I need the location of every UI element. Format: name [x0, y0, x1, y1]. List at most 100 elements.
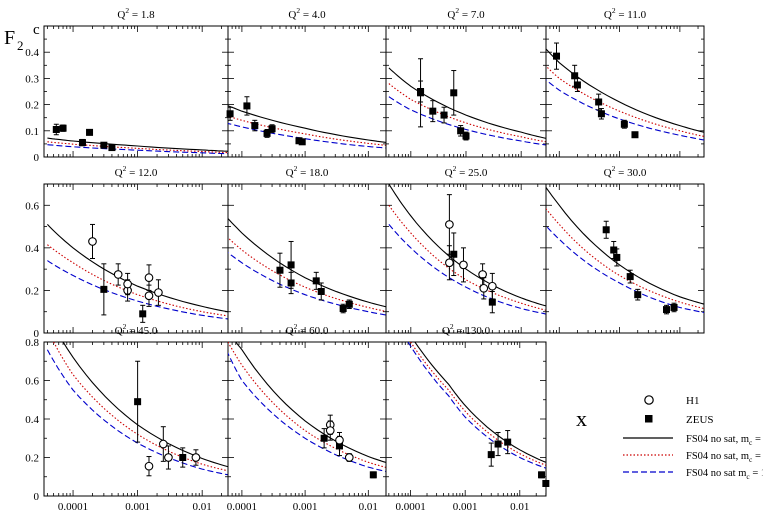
panel-title: Q2 = 12.0 [115, 164, 158, 179]
zeus-point [226, 110, 234, 118]
zeus-point [369, 471, 377, 479]
curves-group [47, 137, 228, 155]
panel-q2-1-8: Q2 = 1.8 0 0.1 0.2 0.3 0.4 [25, 6, 229, 164]
zeus-point [631, 131, 639, 139]
zeus-point [542, 479, 550, 487]
zeus-point [602, 226, 610, 234]
x-tick-label: 0.001 [125, 501, 150, 513]
zeus-point [345, 300, 353, 308]
curve-m16 [546, 225, 704, 314]
legend-fs04-16-label: FS04 no sat mc = 1.6 [686, 468, 763, 481]
curves-group [388, 67, 546, 146]
panel-title: Q2 = 30.0 [604, 164, 647, 179]
panel-q2-7-0: Q2 = 7.0 [385, 6, 547, 158]
curves-group [407, 342, 546, 469]
curve-m12 [546, 48, 704, 133]
curve-m14 [546, 207, 704, 310]
y-axis-label: F 2 c [4, 22, 40, 53]
legend-zeus-label: ZEUS [686, 414, 714, 426]
zeus-point [251, 122, 259, 130]
curves-group [228, 217, 386, 316]
zeus-point [450, 250, 458, 258]
curve-m12 [47, 137, 228, 152]
curve-m12 [388, 67, 546, 139]
panel-frame [43, 25, 229, 158]
zeus-point [613, 253, 621, 261]
panel-q2-30-0: Q2 = 30.0 [545, 164, 705, 334]
panel-title: Q2 = 60.0 [286, 322, 329, 337]
panel-q2-25-0: Q2 = 25.0 [385, 164, 547, 334]
curve-m14 [388, 83, 546, 143]
x-tick-label: 0.0001 [227, 501, 257, 513]
zeus-point [298, 138, 306, 146]
x-tick-label: 0.0001 [58, 501, 88, 513]
panel-q2-12-0: Q2 = 12.0 0 0.2 0.4 0.6 [25, 164, 229, 340]
panel-title: Q2 = 11.0 [604, 6, 647, 21]
h1-point [445, 220, 454, 229]
panel-title: Q2 = 45.0 [115, 322, 158, 337]
h1-point [459, 260, 468, 270]
curve-m12 [47, 224, 228, 313]
curve-m12 [388, 184, 546, 307]
zeus-point [610, 246, 618, 254]
x-tick-label: 0.0001 [395, 501, 425, 513]
panel-title: Q2 = 4.0 [288, 6, 326, 21]
panel-frame [385, 183, 547, 334]
x-tick-label: 0.01 [193, 501, 212, 513]
zeus-point [417, 88, 425, 95]
y-tick-label: 0.4 [25, 47, 39, 59]
zeus-point [488, 298, 496, 306]
h1-point [158, 439, 168, 449]
zeus-point [108, 144, 116, 152]
curve-m12 [228, 217, 386, 308]
zeus-point [134, 398, 142, 406]
y-tick-label: 0 [34, 491, 40, 503]
zeus-point [276, 266, 284, 274]
zeus-point [597, 110, 605, 118]
curves-group [47, 224, 228, 320]
y-tick-label: 0.6 [25, 376, 39, 388]
zeus-point [268, 125, 276, 133]
zeus-point [429, 107, 437, 115]
panel-frame [385, 341, 547, 497]
zeus-point [243, 102, 251, 110]
curve-m16 [46, 349, 228, 476]
y-tick-label: 0 [34, 328, 40, 340]
legend-fs04-12-label: FS04 no sat, mc = 1.2 [686, 434, 763, 447]
zeus-point [494, 440, 502, 448]
h1-point [144, 273, 154, 283]
zeus-point [320, 434, 328, 442]
x-tick-label: 0.01 [510, 501, 529, 513]
zeus-point [504, 438, 512, 446]
zeus-point [339, 305, 347, 313]
panel-title: Q2 = 25.0 [445, 164, 488, 179]
curve-m16 [47, 144, 228, 155]
zeus-point [457, 127, 465, 135]
curve-m12 [62, 342, 228, 468]
curve-m16 [546, 79, 704, 141]
zeus-point [538, 471, 546, 479]
panel-q2-130-0: Q2 = 130.0 0.0001 0.001 0.01 [385, 322, 550, 513]
curve-m14 [228, 115, 386, 146]
panel-frame [545, 25, 705, 158]
curve-m14 [47, 141, 228, 154]
panel-frame [43, 341, 229, 497]
h1-point [344, 453, 354, 462]
curve-m14 [47, 244, 228, 317]
legend-h1-label: H1 [686, 395, 699, 407]
curves-group [228, 342, 386, 473]
zeus-point [626, 273, 634, 281]
curve-m14 [228, 236, 386, 312]
curve-m14 [410, 342, 546, 466]
curve-m16 [388, 96, 546, 146]
h1-point [88, 237, 97, 246]
panel-frame [227, 183, 387, 334]
h1-point [144, 291, 154, 301]
zeus-point [312, 277, 320, 285]
curve-m16 [228, 352, 386, 473]
curves-group [388, 184, 546, 315]
legend-h1-marker [644, 395, 654, 405]
zeus-point [287, 279, 295, 287]
curves-group [546, 186, 704, 314]
y-tick-label: 0.2 [25, 285, 39, 297]
